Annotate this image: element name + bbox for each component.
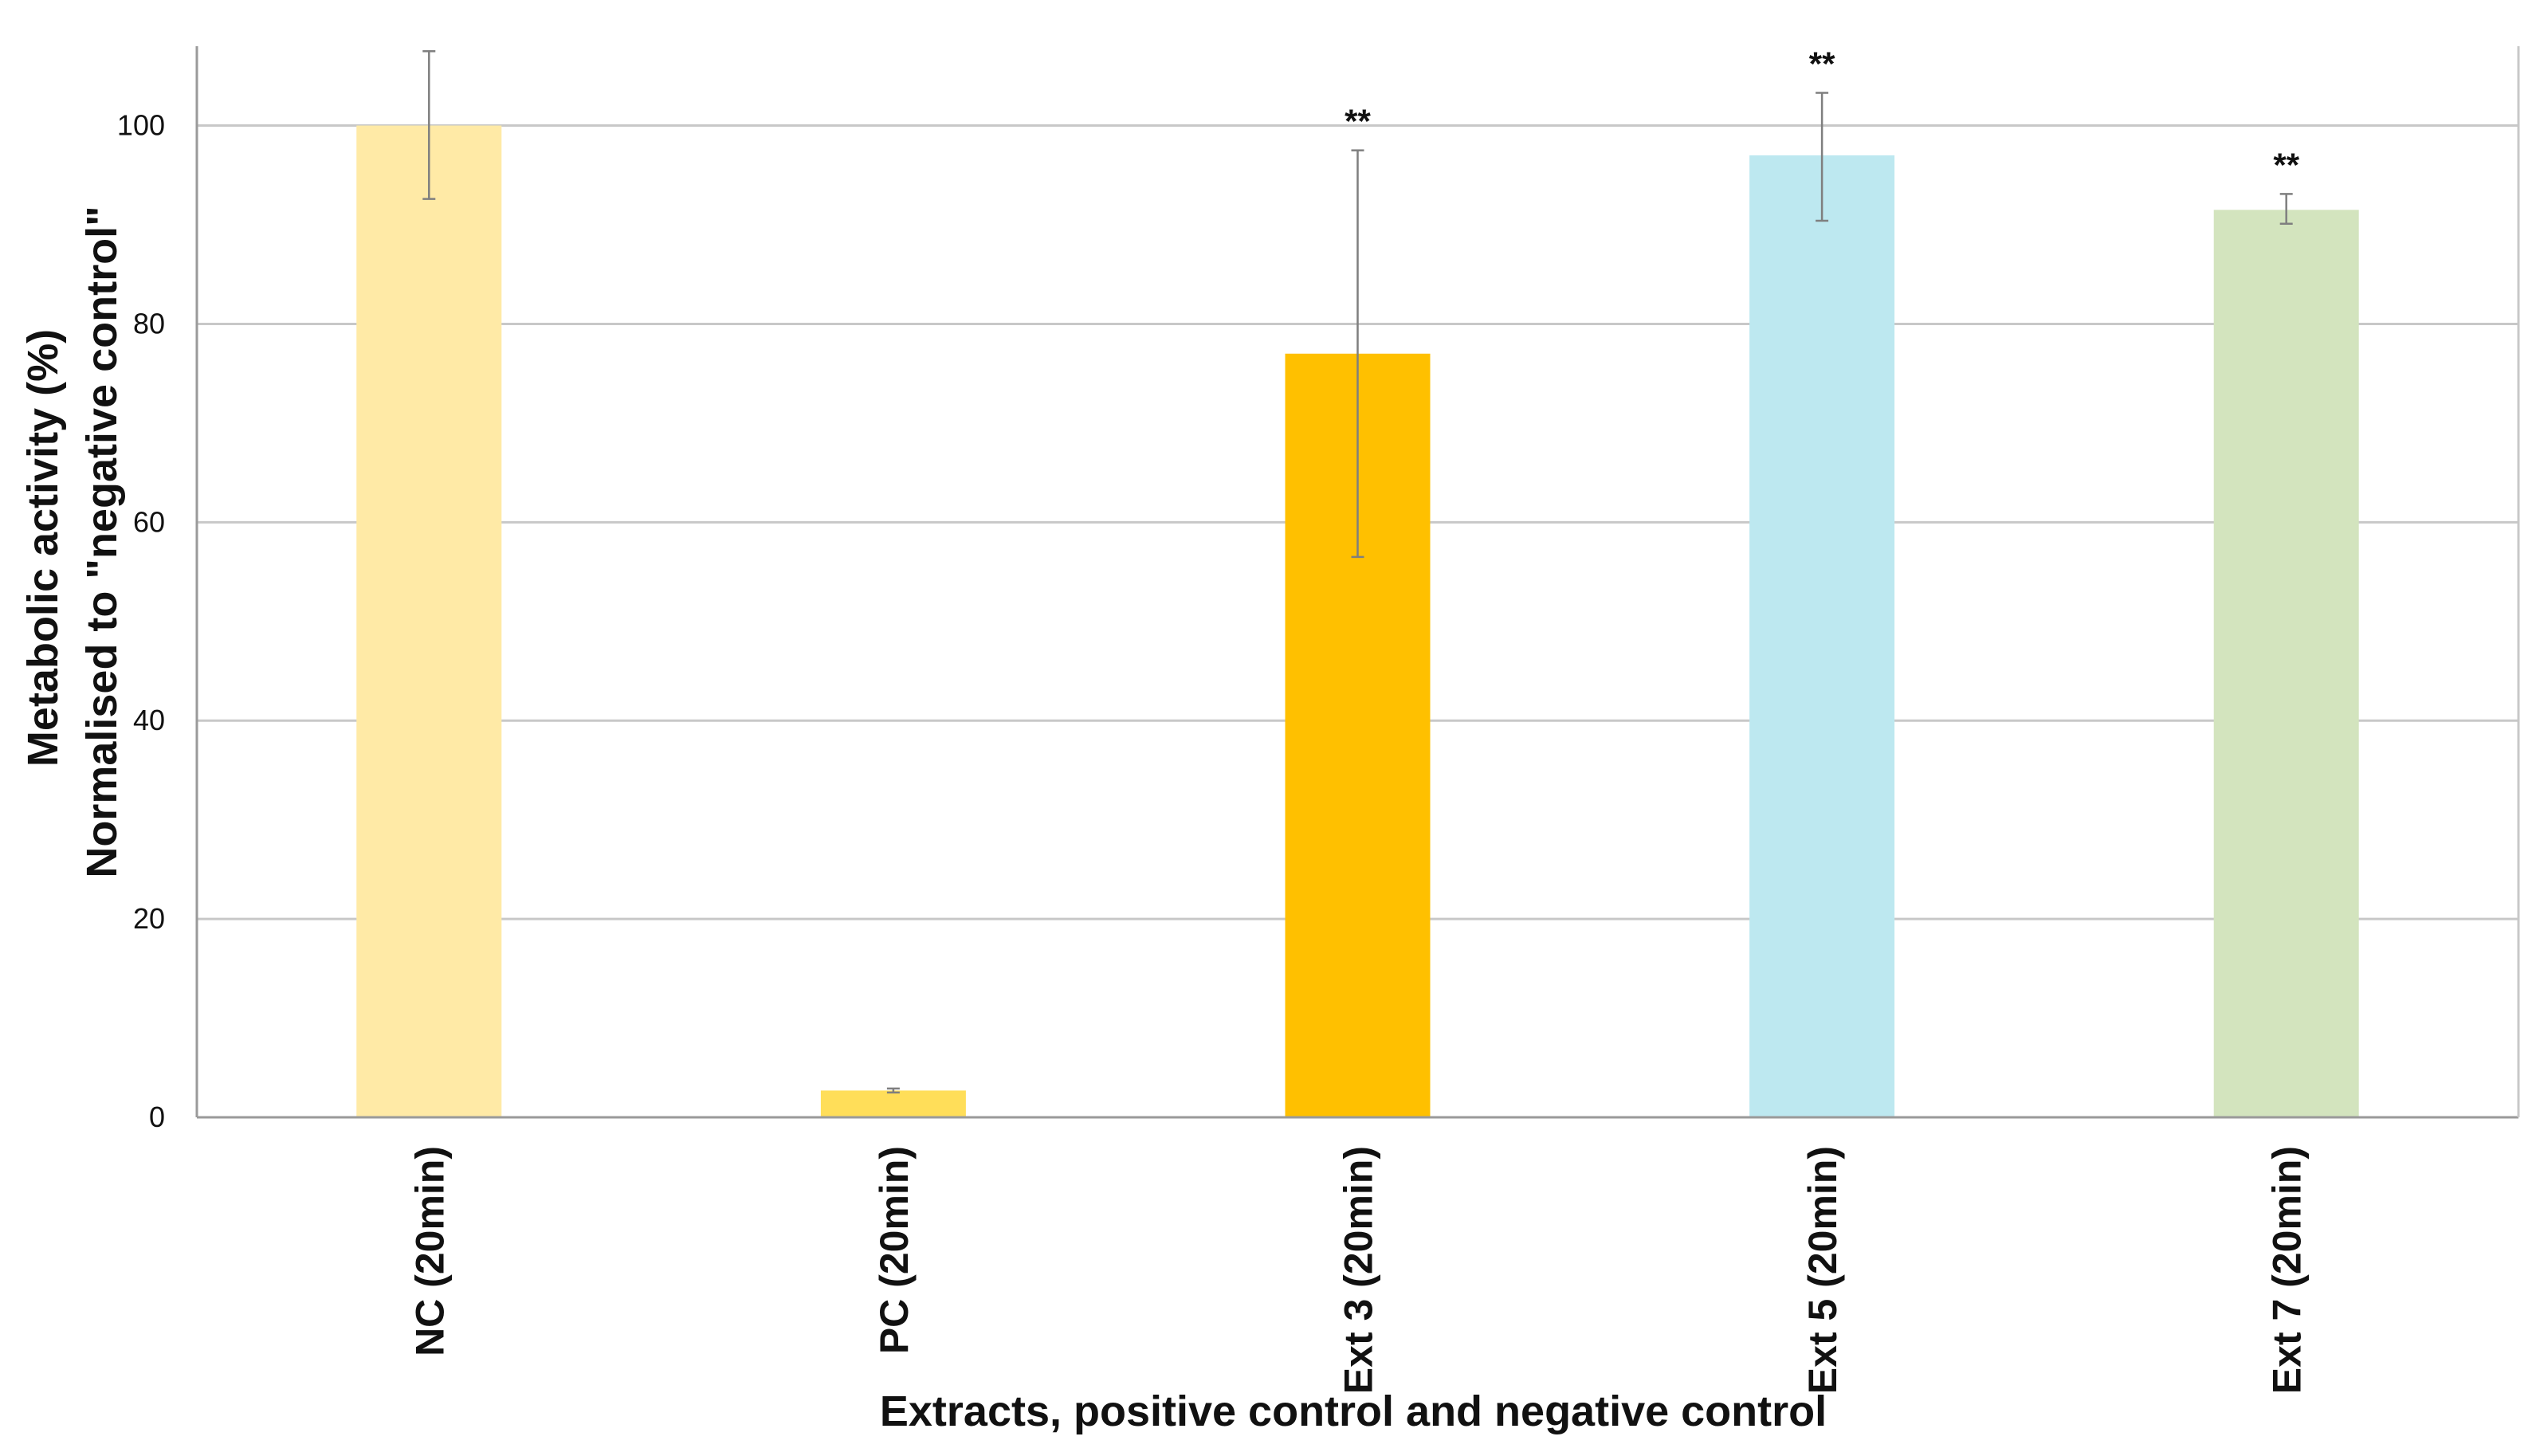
y-tick-label: 20 xyxy=(133,902,165,935)
axes xyxy=(195,46,2520,1119)
y-tick-label: 80 xyxy=(133,307,165,339)
y-tick-label: 60 xyxy=(133,505,165,538)
significance-label: ** xyxy=(1345,103,1371,140)
y-axis-title: Metabolic activity (%) Normalised to "ne… xyxy=(19,206,126,877)
y-tick-label: 0 xyxy=(149,1101,165,1133)
significance-label: ** xyxy=(2273,146,2299,183)
x-tick-label: Ext 3 (20min) xyxy=(1337,1146,1381,1394)
bar xyxy=(356,125,502,1118)
bar xyxy=(820,1090,966,1117)
bars xyxy=(356,125,2359,1118)
x-axis-title: Extracts, positive control and negative … xyxy=(880,1387,1827,1435)
x-tick-label: NC (20min) xyxy=(407,1146,452,1356)
significance-label: ** xyxy=(1809,45,1835,82)
y-axis-title-line-1: Metabolic activity (%) xyxy=(19,329,67,767)
labels: 0 20 40 60 80 100 ** ** ** NC (20min) PC (20min) Ex… xyxy=(117,45,2310,1394)
y-tick-label: 40 xyxy=(133,704,165,736)
x-tick-label: PC (20min) xyxy=(872,1146,917,1354)
x-tick-label: Ext 5 (20min) xyxy=(1800,1146,1845,1394)
x-tick-label: Ext 7 (20min) xyxy=(2265,1146,2310,1394)
y-tick-label: 100 xyxy=(117,109,165,142)
y-axis-title-line-2: Normalised to "negative control" xyxy=(78,206,126,877)
bar xyxy=(1749,155,1895,1117)
bar xyxy=(2213,210,2359,1117)
error-bars xyxy=(422,49,2293,1094)
